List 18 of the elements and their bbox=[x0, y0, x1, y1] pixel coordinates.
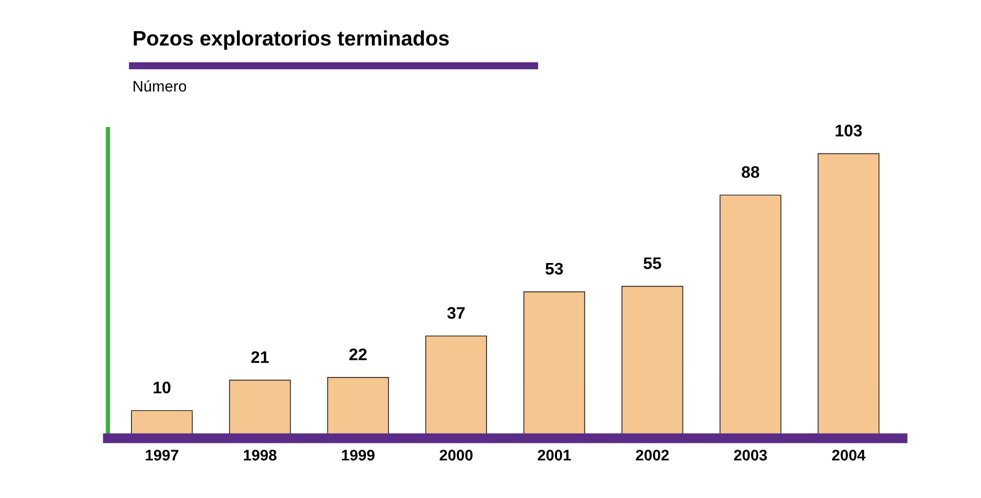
x-tick-label: 2000 bbox=[440, 450, 473, 461]
x-tick-label: 2002 bbox=[636, 450, 669, 461]
data-label: 22 bbox=[349, 348, 367, 360]
x-tick-label: 2003 bbox=[734, 450, 767, 461]
x-tick-label: 2004 bbox=[832, 450, 866, 461]
chart-title: Pozos exploratorios terminados bbox=[134, 30, 449, 50]
data-label: 10 bbox=[154, 382, 170, 394]
x-tick-label: 1999 bbox=[342, 450, 374, 461]
x-tick-label: 1997 bbox=[146, 450, 178, 461]
data-label: 103 bbox=[836, 124, 862, 137]
data-label: 37 bbox=[447, 307, 465, 319]
data-label: 88 bbox=[742, 166, 760, 178]
data-label: 21 bbox=[251, 351, 269, 363]
x-tick-label: 2001 bbox=[538, 450, 571, 461]
x-tick-label: 1998 bbox=[244, 450, 276, 461]
data-label: 53 bbox=[546, 262, 563, 275]
y-axis-title: Número bbox=[134, 80, 186, 92]
data-label: 55 bbox=[644, 257, 662, 270]
